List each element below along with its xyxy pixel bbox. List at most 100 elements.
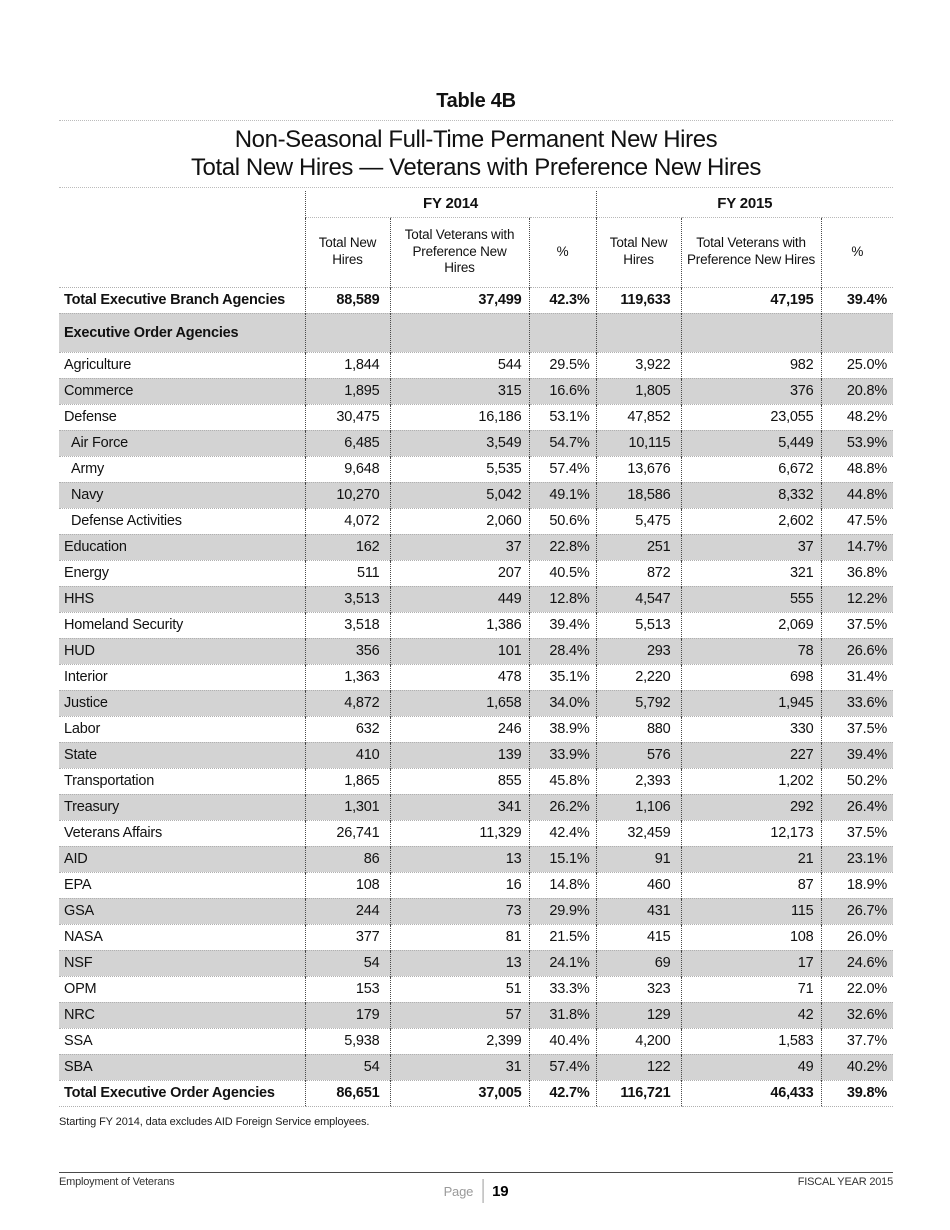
value-cell: 33.3%	[528, 975, 597, 1002]
footer-fiscal-year: FISCAL YEAR 2015	[797, 1176, 893, 1188]
value-cell: 45.8%	[528, 767, 597, 794]
value-cell: 37.7%	[820, 1027, 894, 1054]
value-cell: 71	[680, 975, 822, 1002]
value-cell: 1,945	[680, 689, 822, 716]
table-row: Agriculture 1,844 544 29.5% 3,922 982 25.0%	[59, 351, 894, 378]
value-cell: 26.7%	[820, 897, 894, 924]
value-cell: 4,547	[595, 585, 682, 612]
value-cell: 37.5%	[820, 819, 894, 846]
table-row: Total Executive Order Agencies 86,651 37,0…	[59, 1079, 894, 1107]
table-row: Energy 511 207 40.5% 872 321 36.8%	[59, 559, 894, 586]
value-cell: 26.2%	[528, 793, 597, 820]
value-cell: 2,060	[389, 507, 529, 534]
value-cell: 2,602	[680, 507, 822, 534]
value-cell: 129	[595, 1001, 682, 1028]
value-cell: 24.1%	[528, 949, 597, 976]
value-cell: 32,459	[595, 819, 682, 846]
table-row: Navy 10,270 5,042 49.1% 18,586 8,332 44.8%	[59, 481, 894, 508]
agency-label: EPA	[59, 871, 305, 898]
value-cell: 33.6%	[820, 689, 894, 716]
page-divider-line	[482, 1179, 484, 1203]
value-cell: 73	[389, 897, 529, 924]
agency-label: Air Force	[59, 429, 305, 456]
value-cell: 116,721	[595, 1079, 682, 1107]
value-cell: 18,586	[595, 481, 682, 508]
agency-label: Executive Order Agencies	[59, 312, 305, 352]
agency-label: Education	[59, 533, 305, 560]
value-cell: 376	[680, 377, 822, 404]
value-cell: 982	[680, 351, 822, 378]
value-cell: 4,872	[304, 689, 390, 716]
value-cell: 6,485	[304, 429, 390, 456]
value-cell: 855	[389, 767, 529, 794]
divider-rule-top	[59, 120, 893, 121]
table-row: NSF 54 13 24.1% 69 17 24.6%	[59, 949, 894, 976]
value-cell: 251	[595, 533, 682, 560]
agency-label: NRC	[59, 1001, 305, 1028]
value-cell: 49	[680, 1053, 822, 1080]
value-cell: 37,005	[389, 1079, 529, 1107]
value-cell: 50.6%	[528, 507, 597, 534]
value-cell: 26.0%	[820, 923, 894, 950]
table-row: SSA 5,938 2,399 40.4% 4,200 1,583 37.7%	[59, 1027, 894, 1054]
value-cell: 17	[680, 949, 822, 976]
value-cell: 1,583	[680, 1027, 822, 1054]
value-cell: 69	[595, 949, 682, 976]
value-cell: 34.0%	[528, 689, 597, 716]
col-header-percent-2015: %	[820, 216, 894, 287]
value-cell: 12.2%	[820, 585, 894, 612]
table-row: NRC 179 57 31.8% 129 42 32.6%	[59, 1001, 894, 1028]
value-cell: 632	[304, 715, 390, 742]
footnote: Starting FY 2014, data excludes AID Fore…	[59, 1115, 370, 1128]
value-cell: 33.9%	[528, 741, 597, 768]
value-cell: 153	[304, 975, 390, 1002]
value-cell: 37.5%	[820, 715, 894, 742]
value-cell	[528, 312, 597, 352]
value-cell: 81	[389, 923, 529, 950]
agency-label: Defense Activities	[59, 507, 305, 534]
agency-label: HUD	[59, 637, 305, 664]
value-cell: 18.9%	[820, 871, 894, 898]
value-cell: 14.7%	[820, 533, 894, 560]
value-cell: 91	[595, 845, 682, 872]
fy2015-group-header: FY 2015	[595, 191, 894, 217]
page-number: 19	[492, 1182, 509, 1200]
value-cell: 53.1%	[528, 403, 597, 430]
table-row: Justice 4,872 1,658 34.0% 5,792 1,945 33.6%	[59, 689, 894, 716]
table-label: Table 4B	[436, 90, 516, 112]
agency-label: Veterans Affairs	[59, 819, 305, 846]
value-cell: 29.9%	[528, 897, 597, 924]
value-cell: 101	[389, 637, 529, 664]
value-cell: 3,513	[304, 585, 390, 612]
value-cell: 13	[389, 845, 529, 872]
footer-page-indicator: Page 19	[444, 1179, 509, 1203]
value-cell: 21.5%	[528, 923, 597, 950]
value-cell: 86,651	[304, 1079, 390, 1107]
agency-label: Total Executive Order Agencies	[59, 1079, 305, 1107]
title-line-2: Total New Hires — Veterans with Preferen…	[190, 154, 762, 181]
divider-rule-subtitle	[59, 187, 893, 188]
value-cell: 53.9%	[820, 429, 894, 456]
col-header-total-new-hires-2015: Total New Hires	[595, 216, 682, 287]
value-cell: 42.3%	[528, 286, 597, 313]
agency-label: Commerce	[59, 377, 305, 404]
value-cell: 42	[680, 1001, 822, 1028]
value-cell: 22.8%	[528, 533, 597, 560]
value-cell: 29.5%	[528, 351, 597, 378]
value-cell: 162	[304, 533, 390, 560]
value-cell: 36.8%	[820, 559, 894, 586]
page-content: Table 4B Non-Seasonal Full-Time Permanen…	[59, 0, 894, 1128]
value-cell: 26,741	[304, 819, 390, 846]
agency-label: Treasury	[59, 793, 305, 820]
value-cell: 31.8%	[528, 1001, 597, 1028]
value-cell: 292	[680, 793, 822, 820]
value-cell: 22.0%	[820, 975, 894, 1002]
value-cell: 1,301	[304, 793, 390, 820]
value-cell: 5,792	[595, 689, 682, 716]
value-cell: 26.6%	[820, 637, 894, 664]
value-cell: 576	[595, 741, 682, 768]
value-cell: 1,865	[304, 767, 390, 794]
fiscal-year-header-row: FY 2014 FY 2015	[59, 191, 894, 217]
agency-label: AID	[59, 845, 305, 872]
value-cell: 415	[595, 923, 682, 950]
